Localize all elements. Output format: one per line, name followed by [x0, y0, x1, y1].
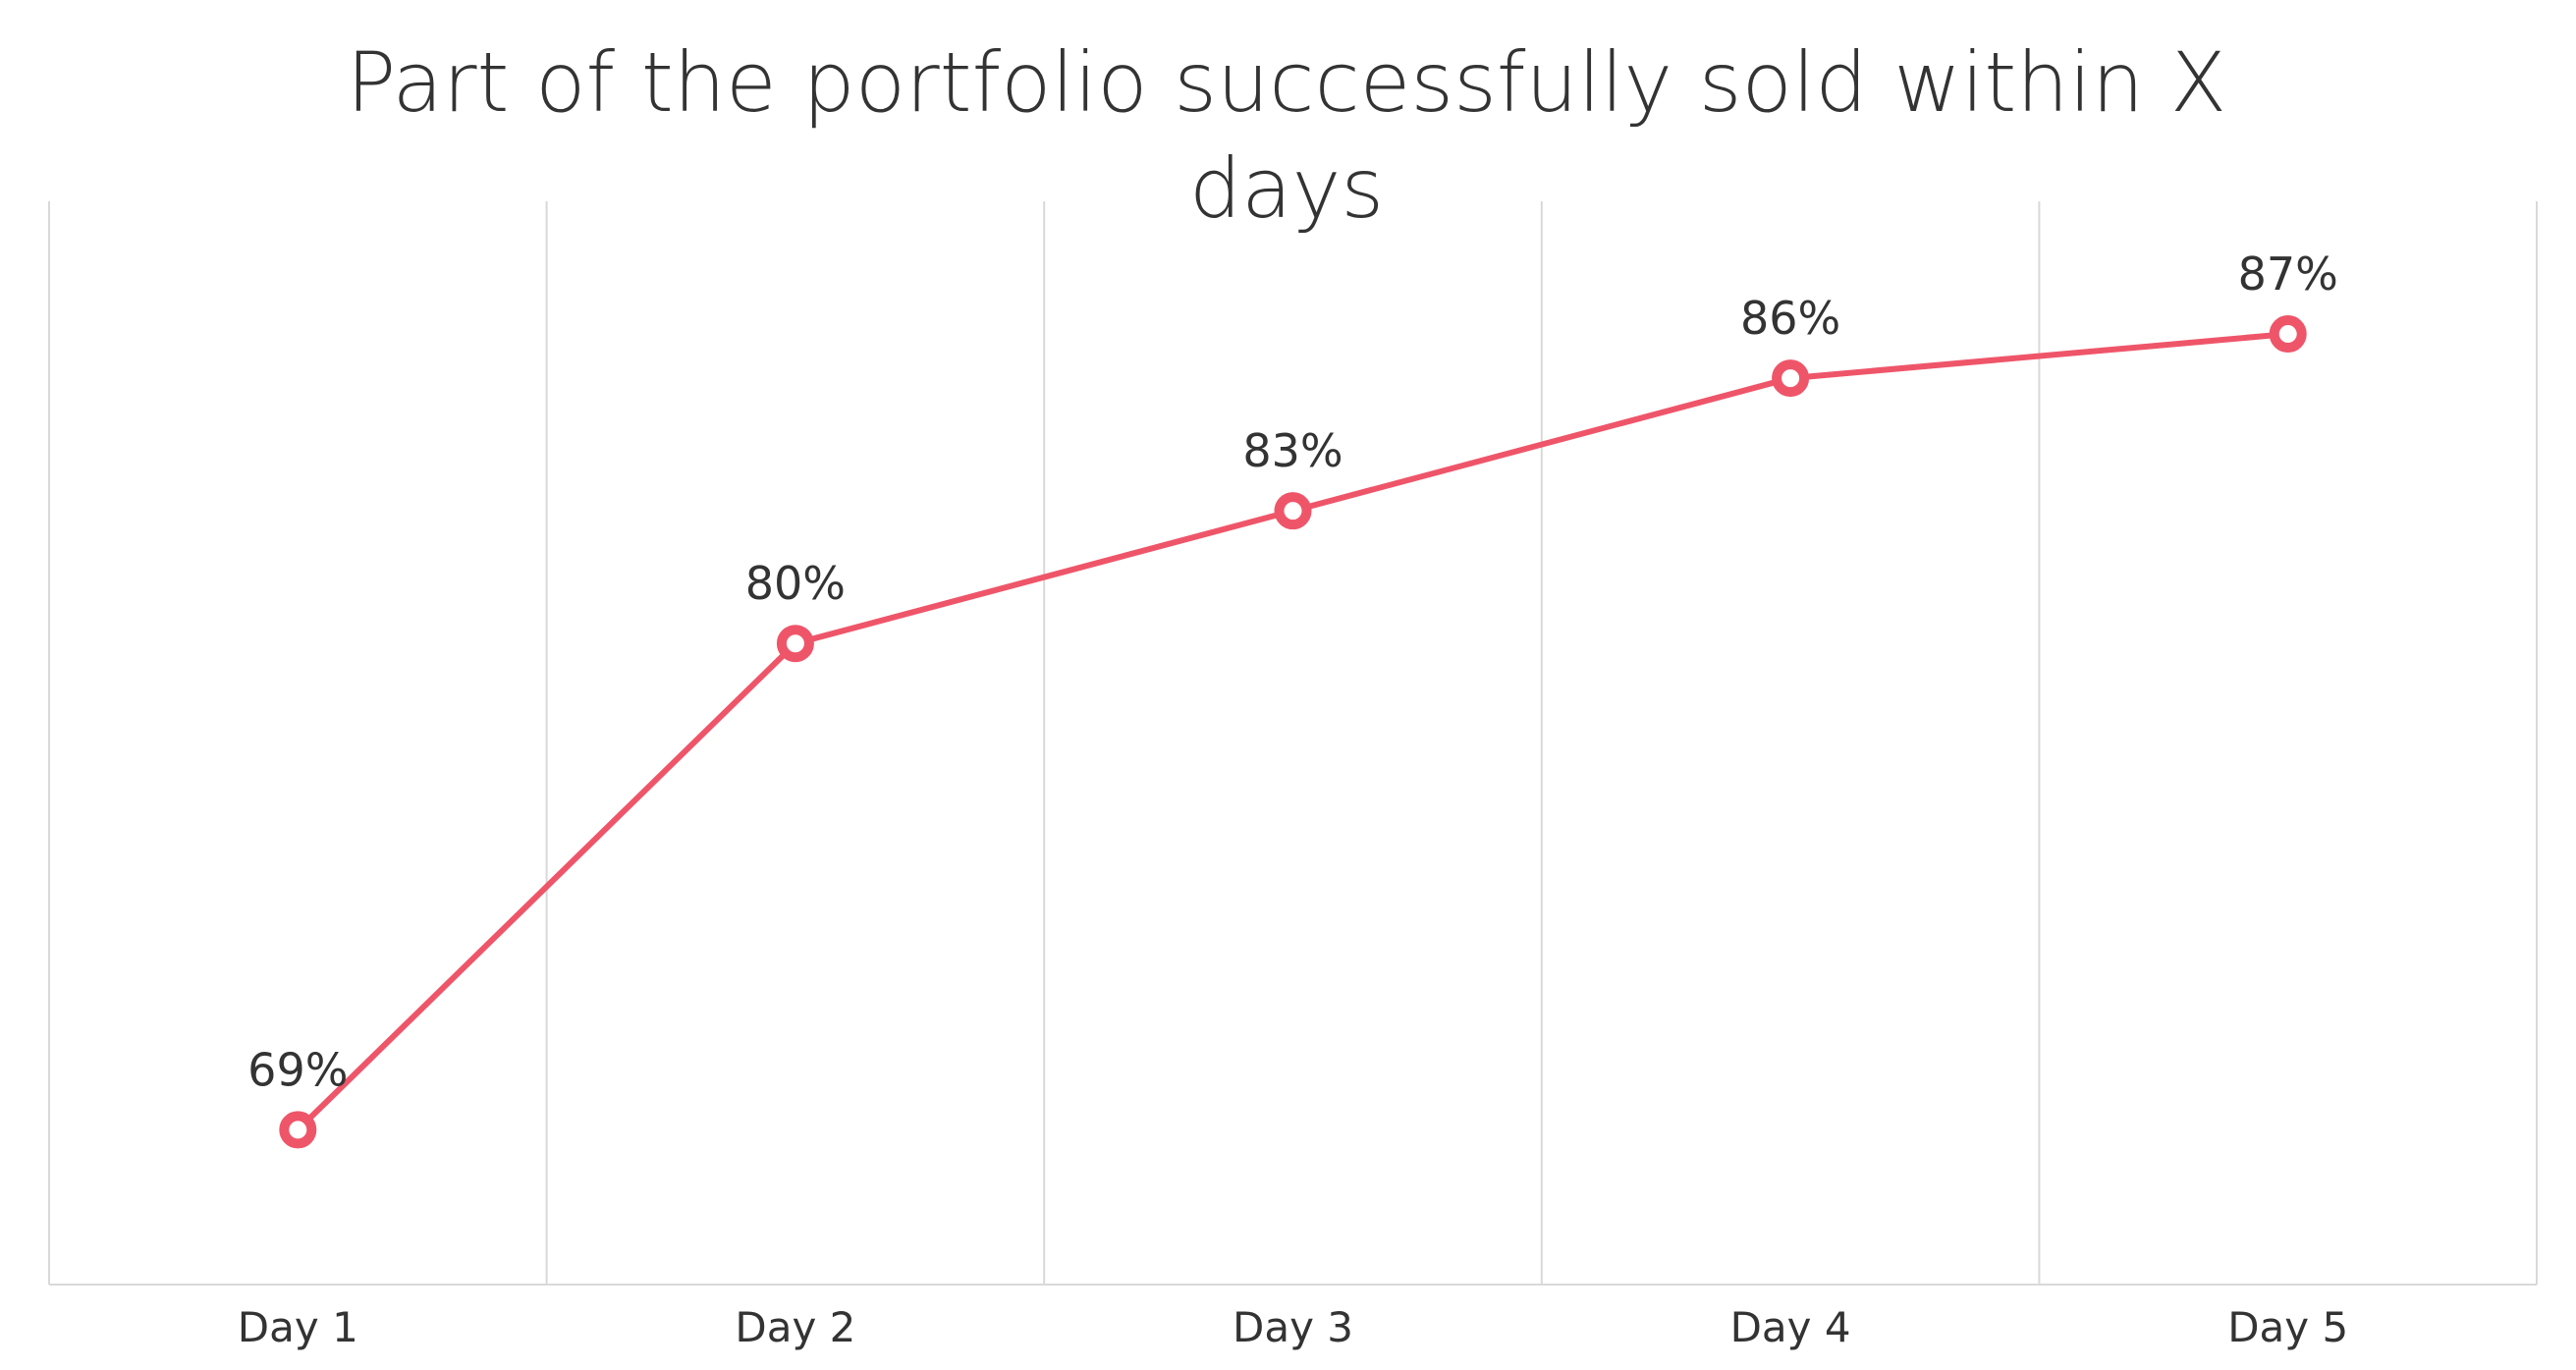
marker	[1274, 492, 1312, 530]
x-tick-label: Day 4	[1730, 1303, 1851, 1351]
marker	[2269, 315, 2307, 354]
data-label: 86%	[1740, 292, 1840, 345]
x-tick-label: Day 5	[2227, 1303, 2348, 1351]
x-tick-label: Day 2	[735, 1303, 855, 1351]
data-label: 80%	[745, 557, 846, 610]
marker	[279, 1111, 317, 1149]
x-tick-label: Day 1	[238, 1303, 358, 1351]
chart-title: Part of the portfolio successfully sold …	[346, 34, 2227, 237]
marker	[1772, 359, 1810, 398]
data-label: 83%	[1242, 424, 1343, 477]
marker	[776, 625, 814, 663]
x-tick-label: Day 3	[1233, 1303, 1353, 1351]
data-label: 69%	[247, 1043, 348, 1096]
data-label: 87%	[2238, 247, 2338, 301]
